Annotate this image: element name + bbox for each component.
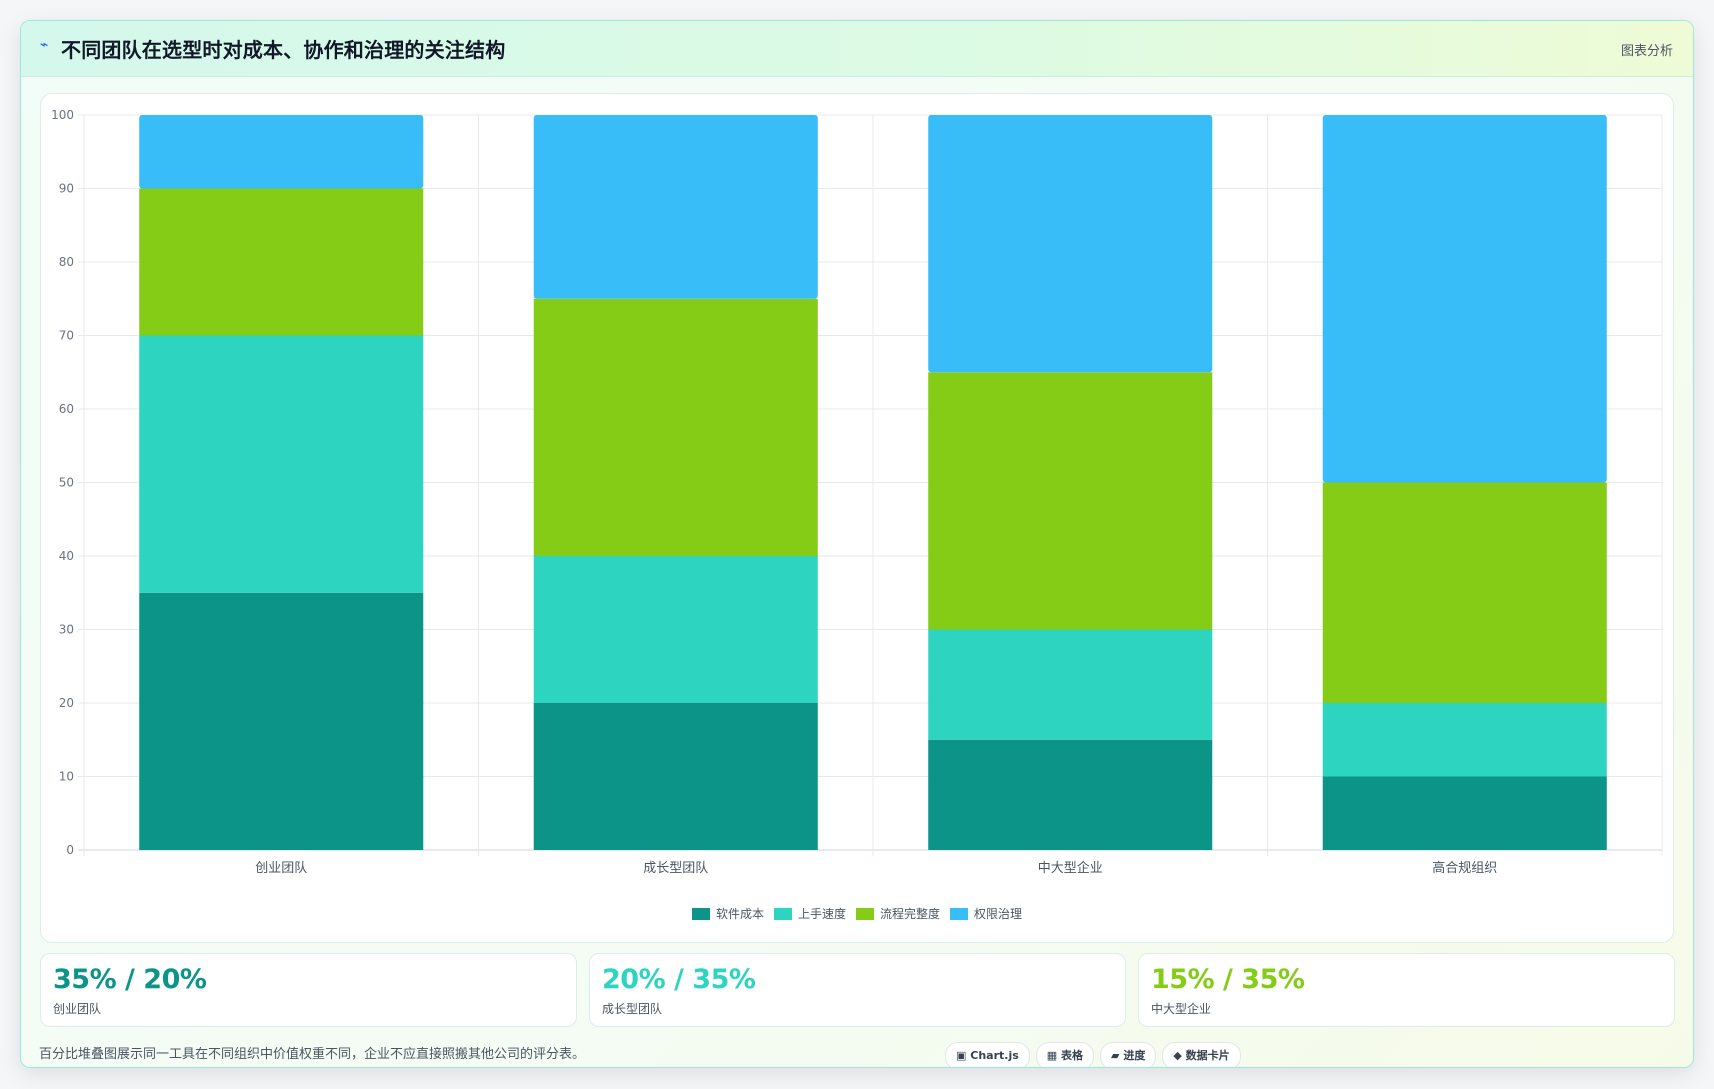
bar-segment	[139, 592, 424, 850]
page-title: 不同团队在选型时对成本、协作和治理的关注结构	[61, 38, 506, 62]
bar-segment	[533, 556, 818, 703]
bar-segment	[928, 629, 1213, 740]
pulse-icon: ⌁	[40, 37, 49, 53]
y-tick-label: 0	[66, 843, 74, 857]
table-icon: ▦	[1046, 1049, 1058, 1062]
bar-segment	[928, 115, 1213, 373]
bar-segment	[1322, 482, 1607, 703]
bar-segment	[928, 739, 1213, 850]
y-tick-label: 80	[59, 255, 74, 269]
bar-segment	[533, 115, 818, 299]
stat-label: 成长型团队	[602, 1002, 663, 1016]
bar-segment	[1322, 776, 1607, 850]
bar-segment	[139, 115, 424, 189]
bar-segment	[139, 188, 424, 336]
y-tick-label: 10	[59, 770, 74, 784]
stat-label: 中大型企业	[1151, 1002, 1212, 1016]
legend-swatch	[950, 908, 969, 920]
stat-value: 20% / 35%	[602, 964, 756, 995]
chart-icon: ▣	[956, 1049, 967, 1062]
bar-segment	[1322, 115, 1607, 483]
y-tick-label: 20	[59, 696, 74, 710]
diamond-icon: ◆	[1173, 1049, 1182, 1062]
y-tick-label: 30	[59, 623, 74, 637]
x-tick-label: 中大型企业	[1038, 860, 1103, 876]
bar-segment	[533, 703, 818, 850]
legend-label: 权限治理	[974, 907, 1023, 921]
bar-segment	[139, 335, 424, 593]
stat-value: 15% / 35%	[1151, 964, 1305, 995]
progress-icon: ▰	[1111, 1049, 1120, 1062]
legend-item[interactable]: 上手速度	[773, 905, 846, 922]
tag-chartjs[interactable]: ▣ Chart.js	[945, 1042, 1030, 1067]
stacked-bar-chart: 0 10 20 30 40 50 60 70 80 90 100 创业团队 成长型团队 中大型企业 高合规组…	[51, 108, 1663, 876]
y-tick-label: 60	[59, 402, 74, 416]
legend-swatch	[691, 908, 710, 920]
legend-label: 上手速度	[797, 907, 846, 921]
tag-label: 进度	[1123, 1049, 1146, 1062]
y-tick-label: 90	[59, 182, 74, 196]
legend-item[interactable]: 软件成本	[691, 905, 764, 922]
legend-label: 流程完整度	[880, 907, 941, 921]
y-tick-label: 100	[51, 108, 74, 122]
legend-item[interactable]: 权限治理	[950, 905, 1022, 922]
x-tick-label: 高合规组织	[1432, 860, 1497, 876]
dashboard-panel: ⌁ 不同团队在选型时对成本、协作和治理的关注结构 图表分析 0 10 20 30 40 5…	[20, 20, 1694, 1068]
x-tick-label: 创业团队	[255, 861, 307, 876]
chart-analysis-link[interactable]: 图表分析	[1620, 44, 1673, 59]
x-tick-label: 成长型团队	[643, 861, 708, 876]
tag-list: ▣ Chart.js ▦ 表格 ▰ 进度 ◆ 数据卡片	[945, 1042, 1247, 1067]
stat-card-0: 35% / 20% 创业团队	[40, 953, 577, 1027]
y-tick-label: 50	[59, 476, 74, 490]
chart-footnote: 百分比堆叠图展示同一工具在不同组织中价值权重不同，企业不应直接照搬其他公司的评分…	[39, 1047, 586, 1062]
stat-card-1: 20% / 35% 成长型团队	[589, 953, 1126, 1027]
y-tick-label: 40	[59, 549, 74, 563]
bar-segment	[928, 372, 1213, 630]
bar-segment	[533, 298, 818, 556]
tag-label: 表格	[1061, 1049, 1084, 1062]
tag-label: Chart.js	[970, 1049, 1019, 1062]
tag-label: 数据卡片	[1185, 1049, 1230, 1062]
stat-value: 35% / 20%	[53, 964, 207, 995]
legend-item[interactable]: 流程完整度	[856, 905, 940, 922]
panel-header: ⌁ 不同团队在选型时对成本、协作和治理的关注结构 图表分析	[21, 21, 1693, 77]
stat-label: 创业团队	[53, 1002, 102, 1016]
tag-table[interactable]: ▦ 表格	[1035, 1042, 1095, 1067]
tag-data-card[interactable]: ◆ 数据卡片	[1162, 1042, 1241, 1067]
chart-card: 0 10 20 30 40 50 60 70 80 90 100 创业团队 成长型团队 中大型企业 高合规组…	[40, 93, 1674, 943]
stat-card-2: 15% / 35% 中大型企业	[1138, 953, 1675, 1027]
chart-legend: 软件成本 上手速度 流程完整度 权限治理	[41, 905, 1673, 922]
legend-swatch	[856, 908, 874, 920]
tag-progress[interactable]: ▰ 进度	[1100, 1042, 1157, 1067]
y-tick-label: 70	[59, 329, 74, 343]
legend-label: 软件成本	[715, 907, 764, 921]
legend-swatch	[773, 908, 792, 920]
bar-segment	[1322, 703, 1607, 777]
